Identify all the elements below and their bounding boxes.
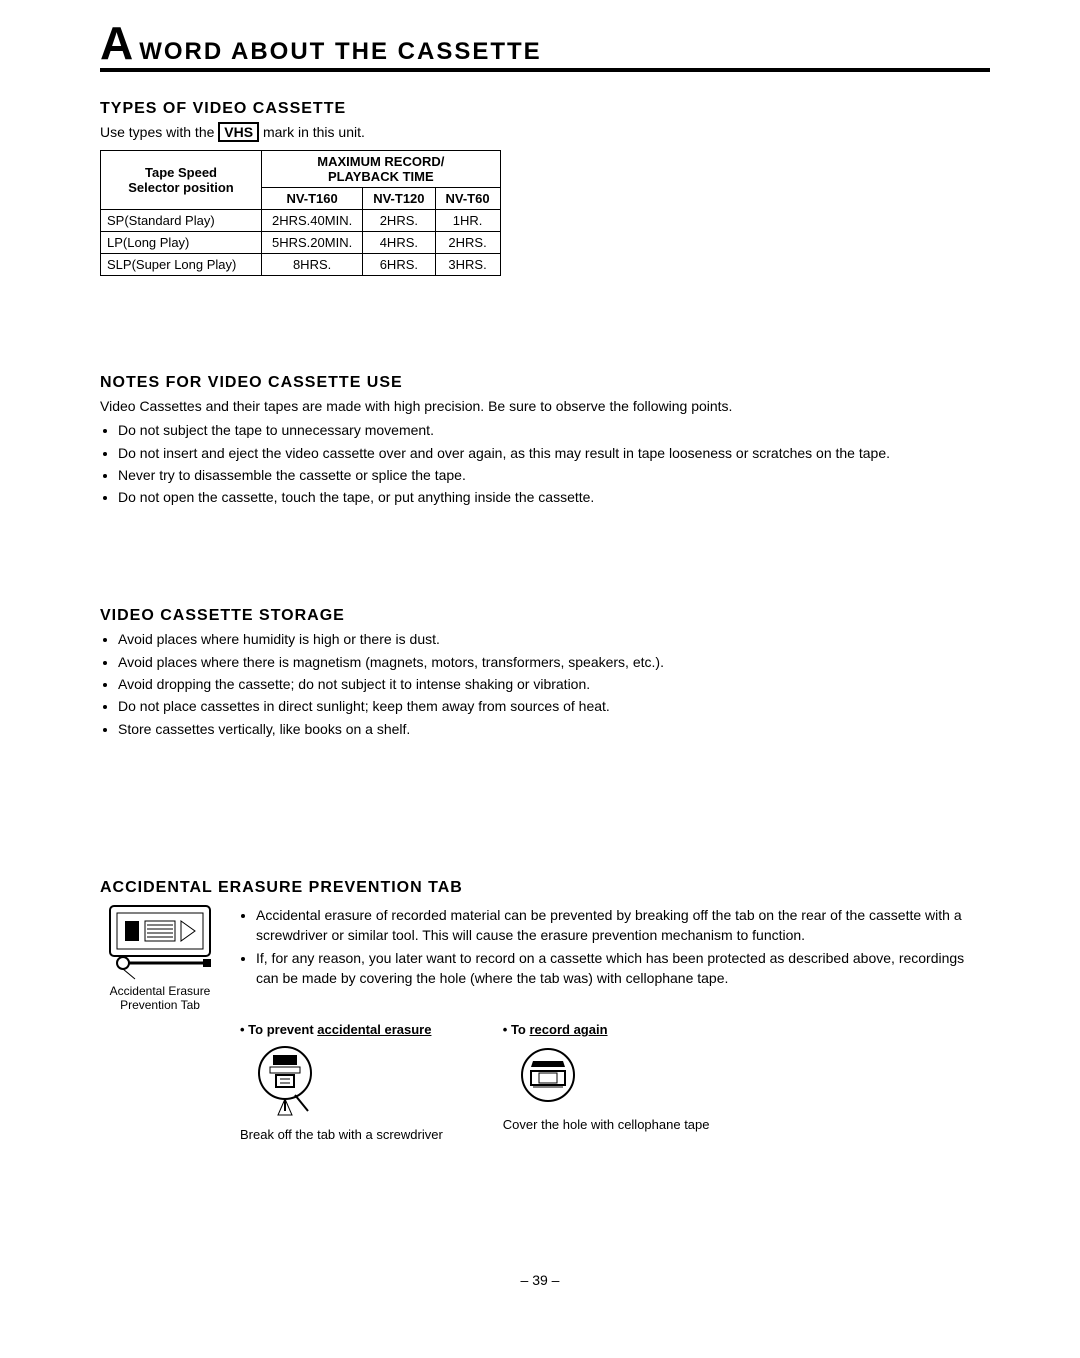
cover-hole-icon [503, 1043, 593, 1113]
row-cell: 6HRS. [363, 254, 435, 276]
table-row: SP(Standard Play) 2HRS.40MIN. 2HRS. 1HR. [101, 210, 501, 232]
title-text: WORD ABOUT THE CASSETTE [139, 38, 541, 66]
row-cell: 2HRS. [435, 232, 500, 254]
prevent-title-uline: accidental erasure [317, 1022, 431, 1037]
subline-before: Use types with the [100, 124, 218, 140]
table-col-1: NV-T120 [363, 188, 435, 210]
table-row: SLP(Super Long Play) 8HRS. 6HRS. 3HRS. [101, 254, 501, 276]
notes-heading: NOTES FOR VIDEO CASSETTE USE [100, 374, 990, 392]
erasure-heading: ACCIDENTAL ERASURE PREVENTION TAB [100, 879, 990, 897]
list-item: Do not subject the tape to unnecessary m… [118, 420, 990, 440]
title-big-letter: A [100, 20, 133, 66]
cassette-icon [105, 901, 215, 981]
page: A WORD ABOUT THE CASSETTE TYPES OF VIDEO… [0, 0, 1080, 1358]
list-item: Do not open the cassette, touch the tape… [118, 487, 990, 507]
list-item: Avoid places where there is magnetism (m… [118, 652, 990, 672]
row-label: LP(Long Play) [101, 232, 262, 254]
row-cell: 3HRS. [435, 254, 500, 276]
cassette-caption: Accidental Erasure Prevention Tab [100, 984, 220, 1012]
types-heading: TYPES OF VIDEO CASSETTE [100, 100, 990, 118]
record-title-uline: record again [530, 1022, 608, 1037]
row-label: SLP(Super Long Play) [101, 254, 262, 276]
record-col: • To record again Cover the hole with ce… [503, 1022, 710, 1142]
record-caption: Cover the hole with cellophane tape [503, 1117, 710, 1132]
list-item: Accidental erasure of recorded material … [256, 905, 990, 946]
prevent-col: • To prevent accidental erasure Break of… [240, 1022, 443, 1142]
notes-bullets: Do not subject the tape to unnecessary m… [100, 420, 990, 507]
table-header-left: Tape Speed Selector position [101, 151, 262, 210]
record-title: • To record again [503, 1022, 710, 1037]
list-item: Avoid places where humidity is high or t… [118, 629, 990, 649]
list-item: Store cassettes vertically, like books o… [118, 719, 990, 739]
prevent-title: • To prevent accidental erasure [240, 1022, 443, 1037]
row-label: SP(Standard Play) [101, 210, 262, 232]
table-col-0: NV-T160 [262, 188, 363, 210]
list-item: Never try to disassemble the cassette or… [118, 465, 990, 485]
erasure-bullets: Accidental erasure of recorded material … [238, 905, 990, 990]
break-tab-icon [240, 1043, 330, 1123]
row-cell: 2HRS. [363, 210, 435, 232]
list-item: Avoid dropping the cassette; do not subj… [118, 674, 990, 694]
row-cell: 8HRS. [262, 254, 363, 276]
list-item: If, for any reason, you later want to re… [256, 948, 990, 989]
erasure-block: Accidental Erasure Prevention Tab Accide… [100, 901, 990, 1012]
page-title-row: A WORD ABOUT THE CASSETTE [100, 20, 990, 72]
row-cell: 2HRS.40MIN. [262, 210, 363, 232]
notes-intro: Video Cassettes and their tapes are made… [100, 396, 990, 416]
list-item: Do not place cassettes in direct sunligh… [118, 696, 990, 716]
row-cell: 4HRS. [363, 232, 435, 254]
record-title-prefix: • To [503, 1022, 530, 1037]
tape-speed-table: Tape Speed Selector position MAXIMUM REC… [100, 150, 501, 276]
storage-bullets: Avoid places where humidity is high or t… [100, 629, 990, 738]
table-col-2: NV-T60 [435, 188, 500, 210]
prevent-title-prefix: • To prevent [240, 1022, 317, 1037]
types-subline: Use types with the VHS mark in this unit… [100, 122, 990, 142]
list-item: Do not insert and eject the video casset… [118, 443, 990, 463]
table-row: LP(Long Play) 5HRS.20MIN. 4HRS. 2HRS. [101, 232, 501, 254]
vhs-mark-icon: VHS [218, 122, 259, 142]
storage-heading: VIDEO CASSETTE STORAGE [100, 607, 990, 625]
subline-after: mark in this unit. [263, 124, 365, 140]
table-header-right: MAXIMUM RECORD/ PLAYBACK TIME [262, 151, 501, 188]
row-cell: 1HR. [435, 210, 500, 232]
cassette-figure: Accidental Erasure Prevention Tab [100, 901, 220, 1012]
row-cell: 5HRS.20MIN. [262, 232, 363, 254]
page-number: – 39 – [0, 1272, 1080, 1288]
erasure-two-col: • To prevent accidental erasure Break of… [240, 1022, 990, 1142]
prevent-caption: Break off the tab with a screwdriver [240, 1127, 443, 1142]
